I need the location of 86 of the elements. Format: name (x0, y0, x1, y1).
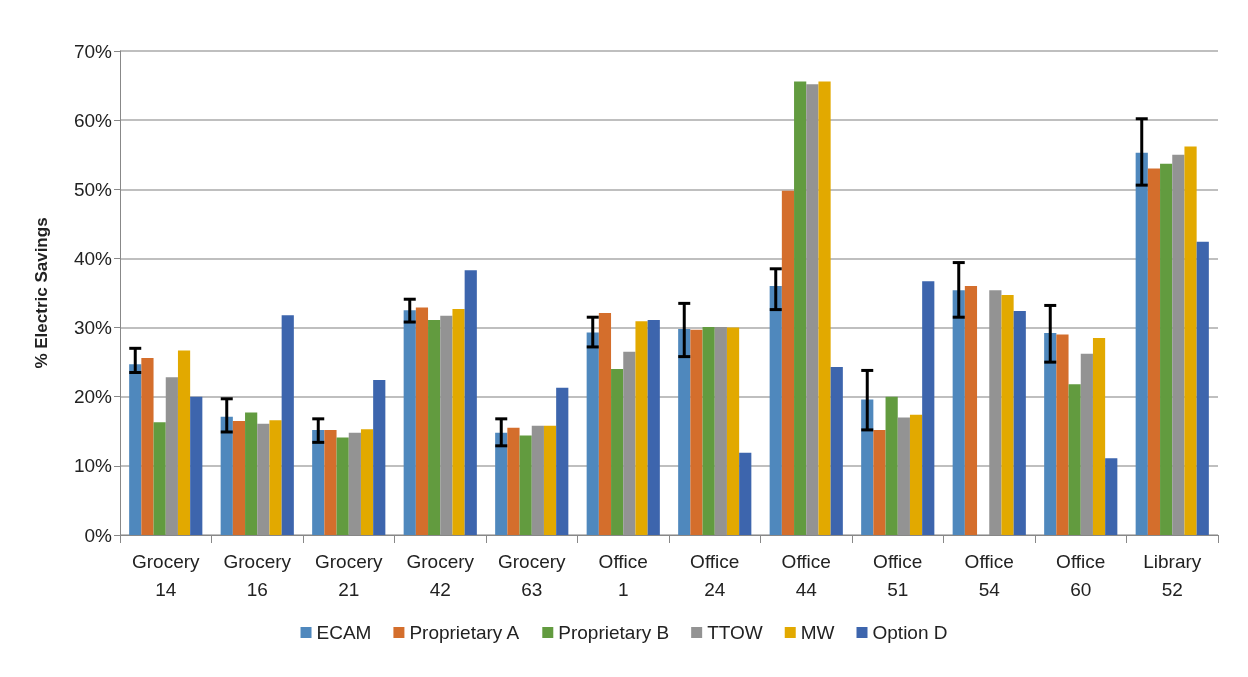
bar (129, 364, 142, 535)
bar (922, 281, 935, 535)
x-tick-label: Office 51 (873, 550, 923, 600)
bar (232, 420, 246, 535)
x-tick-label: Grocery 63 (497, 550, 567, 600)
bar (495, 432, 508, 535)
bar (781, 190, 795, 535)
bar (452, 308, 465, 535)
y-tick-label: 60% (73, 109, 113, 131)
y-tick-label: 20% (73, 386, 113, 408)
legend-label: Proprietary A (409, 622, 520, 643)
bar (726, 327, 740, 535)
x-tick-label: Grocery 14 (131, 550, 201, 600)
bar (1160, 163, 1173, 535)
bar (611, 369, 624, 535)
legend-label: MW (800, 622, 835, 643)
x-tick-label: Grocery 42 (406, 550, 475, 600)
bar (556, 387, 569, 535)
bar (324, 429, 337, 535)
bar (1184, 146, 1197, 535)
bar (964, 286, 978, 535)
x-tick-label: Office 1 (598, 550, 648, 600)
bar (678, 328, 691, 535)
bar (507, 427, 520, 535)
bar (909, 414, 923, 535)
legend-label: Option D (872, 622, 948, 643)
bar (177, 350, 191, 535)
bar (769, 286, 782, 535)
x-tick-label: Library 52 (1143, 550, 1202, 600)
bar (153, 422, 166, 535)
bar (1044, 333, 1057, 535)
bar (952, 290, 965, 535)
x-tick-label: Grocery 16 (223, 550, 292, 600)
legend-label: TTOW (707, 622, 763, 643)
bar (360, 429, 374, 535)
bar (586, 332, 599, 535)
bar (464, 270, 477, 535)
bar (281, 315, 294, 535)
bar (373, 380, 386, 535)
bar (794, 81, 807, 535)
bar (739, 452, 752, 535)
bar (543, 425, 557, 535)
bar (1105, 458, 1118, 535)
x-tick-label: Office 60 (1056, 550, 1106, 600)
bar (647, 319, 660, 535)
bar (873, 429, 886, 535)
bar (1013, 310, 1026, 535)
bar (415, 307, 429, 535)
bar (1068, 384, 1081, 535)
x-tick-label: Office 54 (964, 550, 1014, 600)
bar (635, 321, 648, 535)
x-tick-label: Office 24 (690, 550, 740, 600)
bar (702, 326, 715, 535)
bar (690, 329, 703, 535)
bar (190, 396, 203, 535)
bar (141, 357, 154, 535)
bar (1092, 337, 1106, 535)
y-tick-label: 40% (73, 247, 113, 269)
bar (245, 412, 258, 535)
legend-label: ECAM (316, 622, 372, 643)
bar (1056, 334, 1069, 535)
x-tick-label: Grocery 21 (314, 550, 384, 600)
y-tick-label: 0% (84, 524, 113, 546)
bar (312, 429, 325, 535)
bar (1135, 152, 1148, 535)
bar (336, 437, 349, 535)
bar (1196, 241, 1209, 535)
y-tick-label: 50% (73, 178, 113, 200)
bar (861, 399, 874, 535)
y-axis-title: % Electric Savings (32, 217, 51, 369)
bar (1147, 168, 1161, 535)
bar (830, 366, 843, 535)
y-tick-label: 30% (73, 317, 113, 339)
bar (1001, 295, 1014, 535)
x-tick-label: Office 44 (781, 550, 831, 600)
legend-label: Proprietary B (558, 622, 670, 643)
bar (818, 81, 831, 535)
bar (885, 396, 898, 535)
y-tick-label: 10% (73, 455, 113, 477)
y-tick-label: 70% (73, 40, 113, 62)
bar (598, 313, 612, 535)
bar (269, 420, 282, 535)
bar (220, 416, 233, 535)
bar (519, 435, 532, 535)
bar (403, 310, 416, 535)
bar (428, 319, 441, 535)
